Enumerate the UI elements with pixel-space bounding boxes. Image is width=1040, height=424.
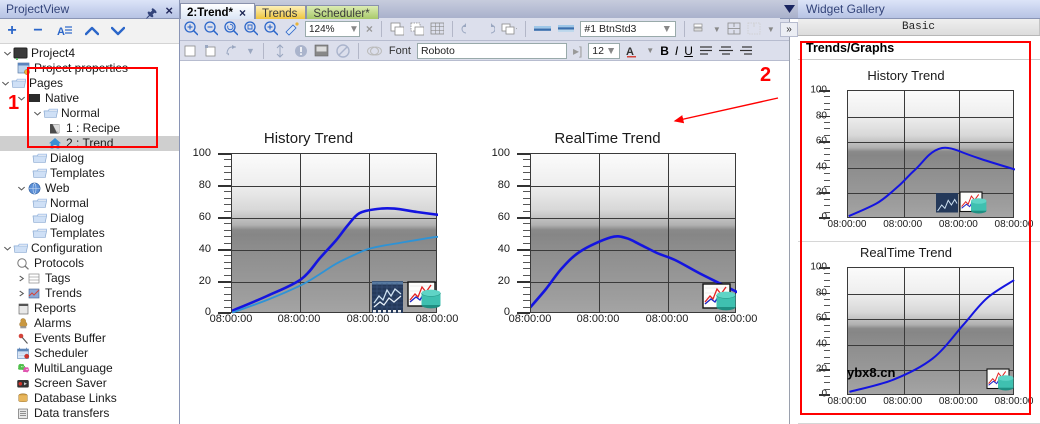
- svg-text:A: A: [57, 26, 65, 38]
